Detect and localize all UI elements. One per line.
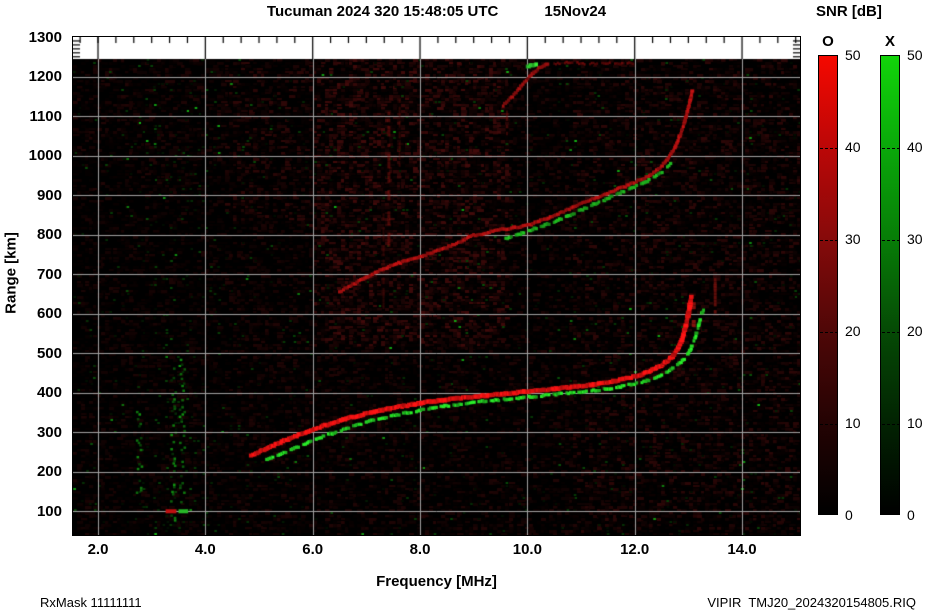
x-tick-label: 4.0 <box>194 541 216 558</box>
plot-frame <box>72 36 801 536</box>
x-axis-title: Frequency [MHz] <box>376 573 497 590</box>
y-tick-label: 200 <box>36 463 62 481</box>
colorbar-tick <box>882 239 900 241</box>
title-station-time: Tucuman 2024 320 15:48:05 UTC <box>266 3 499 20</box>
colorbar-tick-label: 20 <box>845 323 861 339</box>
colorbar-tick-label: 0 <box>845 507 853 523</box>
rxmask-label: RxMask 11111111 <box>40 595 142 610</box>
colorbar-tick-label: 50 <box>907 47 923 63</box>
y-tick-label: 800 <box>36 226 62 244</box>
colorbar-o-gradient <box>818 55 838 515</box>
x-tick-label: 2.0 <box>87 541 109 558</box>
colorbar-x-mode-label: X <box>884 33 895 50</box>
y-tick-label: 500 <box>36 344 62 362</box>
x-tick-label: 6.0 <box>302 541 324 558</box>
colorbar-tick <box>820 239 838 241</box>
colorbar-o-mode-label: O <box>822 33 834 50</box>
colorbar-tick-label: 10 <box>907 415 923 431</box>
x-tick-label: 8.0 <box>409 541 431 558</box>
colorbar-tick <box>820 331 838 333</box>
title-date: 15Nov24 <box>544 3 607 20</box>
y-tick-label: 100 <box>36 502 62 520</box>
colorbar-title: SNR [dB] <box>816 3 882 20</box>
colorbar-tick-label: 10 <box>845 415 861 431</box>
y-tick-label: 1300 <box>28 28 62 46</box>
colorbar-tick <box>820 423 838 425</box>
colorbar-x: X 0 10 20 30 40 50 <box>880 33 923 523</box>
y-tick-label: 1200 <box>28 68 62 86</box>
y-tick-label: 400 <box>36 384 62 402</box>
filename-label: VIPIR TMJ20_2024320154805.RIQ <box>707 595 916 610</box>
x-tick-label: 12.0 <box>620 541 650 558</box>
y-tick-label: 300 <box>36 423 62 441</box>
colorbar-o: O 0 10 20 30 40 50 <box>818 33 861 523</box>
ionogram-plot-canvas <box>73 37 800 535</box>
colorbar-tick <box>882 147 900 149</box>
page-title: Tucuman 2024 320 15:48:05 UTC 15Nov24 <box>73 3 800 20</box>
y-tick-label: 1100 <box>29 107 62 125</box>
colorbar-tick <box>882 331 900 333</box>
colorbar-tick-label: 30 <box>907 231 923 247</box>
colorbar-tick-label: 40 <box>907 139 923 155</box>
colorbar-x-gradient <box>880 55 900 515</box>
colorbar-tick-label: 50 <box>845 47 861 63</box>
colorbar-tick <box>820 147 838 149</box>
y-tick-label: 900 <box>36 186 62 204</box>
colorbar-tick-label: 20 <box>907 323 923 339</box>
y-tick-label: 600 <box>36 305 62 323</box>
y-tick-label: 700 <box>36 265 62 283</box>
x-tick-label: 14.0 <box>727 541 757 558</box>
colorbar-tick-label: 30 <box>845 231 861 247</box>
y-tick-label: 1000 <box>28 147 62 165</box>
colorbar-tick-label: 0 <box>907 507 915 523</box>
colorbar-tick-label: 40 <box>845 139 861 155</box>
colorbar-tick <box>882 423 900 425</box>
x-tick-label: 10.0 <box>512 541 542 558</box>
